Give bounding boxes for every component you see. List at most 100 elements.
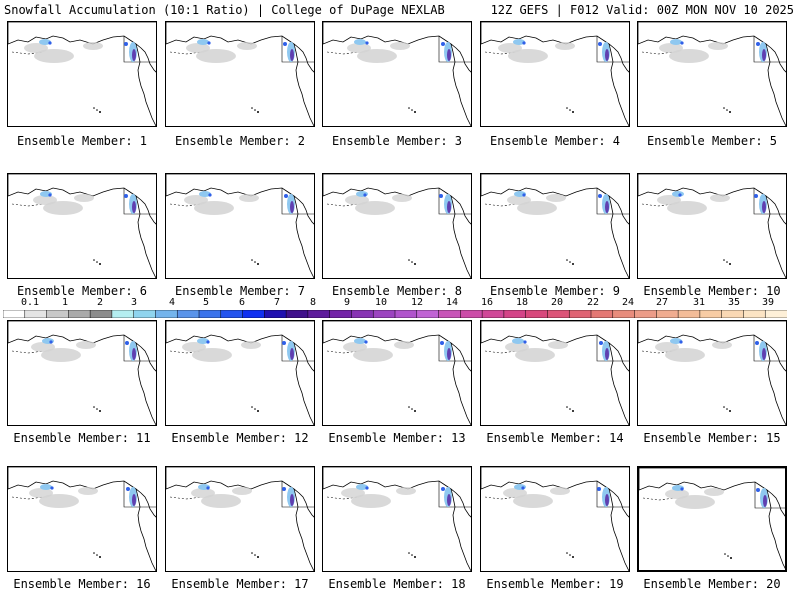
snow-area-gray [396, 487, 416, 495]
ensemble-panel[interactable] [480, 466, 630, 572]
ensemble-panel[interactable] [637, 466, 787, 572]
snow-area-gray [29, 488, 53, 498]
ensemble-panel[interactable] [7, 21, 157, 127]
snow-area-blue [206, 486, 210, 490]
ensemble-panel[interactable] [322, 21, 472, 127]
coastline [638, 22, 786, 73]
ensemble-panel[interactable] [480, 173, 630, 279]
colorbar-swatch [155, 310, 178, 318]
colorbar-swatch [394, 310, 418, 318]
hawaii-island [251, 107, 253, 109]
colorbar-swatch [220, 310, 244, 318]
ensemble-panel[interactable] [480, 21, 630, 127]
ensemble-panel[interactable] [322, 173, 472, 279]
aleutian-islands [169, 51, 202, 55]
ensemble-panel[interactable] [637, 320, 787, 426]
ensemble-panel[interactable] [165, 173, 315, 279]
snow-area-gray [74, 194, 94, 202]
snow-area-gray [498, 43, 522, 53]
hawaii-island [729, 263, 731, 265]
colorbar-label: 5 [202, 297, 210, 308]
snow-area-gray [712, 341, 732, 349]
ensemble-panel[interactable] [7, 320, 157, 426]
hawaii-island [729, 410, 731, 412]
ensemble-member-label: Ensemble Member: 9 [489, 284, 621, 298]
snow-area-gray [546, 194, 566, 202]
aleutian-islands [641, 350, 674, 354]
snow-area-gray [548, 341, 568, 349]
colorbar-swatch [3, 310, 26, 318]
coastline [481, 22, 629, 73]
us-coastline [135, 195, 156, 278]
colorbar-swatch [743, 310, 766, 318]
aleutian-islands [11, 350, 44, 354]
ensemble-panel[interactable] [7, 173, 157, 279]
snow-area-blue [208, 193, 212, 197]
page-title: Snowfall Accumulation (10:1 Ratio) | Col… [4, 3, 445, 17]
snow-area-light-blue [356, 484, 368, 490]
snow-area-gray [357, 49, 397, 63]
snow-area-light-blue [354, 338, 366, 344]
border-line [438, 36, 471, 63]
snow-area-gray [196, 49, 236, 63]
hawaii-island [566, 406, 568, 408]
hawaii-island [724, 553, 726, 555]
ensemble-panel[interactable] [165, 320, 315, 426]
snow-area-gray [347, 43, 371, 53]
us-coastline [765, 43, 786, 126]
colorbar-label: 9 [343, 297, 351, 308]
hawaii-island [257, 410, 259, 412]
hawaii-island [569, 554, 571, 556]
snow-area-light-blue [39, 39, 51, 45]
snow-area-purple [290, 494, 294, 506]
colorbar-label: 10 [374, 297, 388, 308]
hawaii-island [572, 263, 574, 265]
us-coastline [450, 195, 471, 278]
ensemble-member-label: Ensemble Member: 4 [489, 134, 621, 148]
ensemble-panel[interactable] [480, 320, 630, 426]
hawaii-island [411, 261, 413, 263]
ensemble-panel[interactable] [322, 320, 472, 426]
colorbar-swatch [111, 310, 135, 318]
snow-area-gray [41, 348, 81, 362]
hawaii-island [723, 107, 725, 109]
coastline [8, 321, 156, 372]
snow-area-blue [283, 42, 287, 46]
snow-area-purple [605, 348, 609, 360]
colorbar-swatch [721, 310, 745, 318]
colorbar-swatch [612, 310, 636, 318]
snow-area-gray [34, 49, 74, 63]
ensemble-panel[interactable] [322, 466, 472, 572]
ensemble-panel[interactable] [7, 466, 157, 572]
coastline [638, 174, 786, 225]
snow-area-gray [345, 195, 369, 205]
colorbar-swatch [372, 310, 396, 318]
ensemble-panel[interactable] [165, 466, 315, 572]
colorbar-label: 14 [445, 297, 459, 308]
snow-area-gray [237, 42, 257, 50]
snow-area-gray [194, 201, 234, 215]
snow-area-gray [675, 495, 715, 509]
us-coastline [765, 195, 786, 278]
snow-area-blue [365, 486, 369, 490]
colorbar-swatch [198, 310, 222, 318]
colorbar-swatch [481, 310, 505, 318]
ensemble-panel[interactable] [637, 173, 787, 279]
hawaii-island [408, 406, 410, 408]
border-line [753, 188, 786, 215]
ensemble-panel[interactable] [165, 21, 315, 127]
coastline [166, 467, 314, 518]
ensemble-panel[interactable] [637, 21, 787, 127]
snow-area-gray [239, 194, 259, 202]
hawaii-island [729, 111, 731, 113]
snow-area-blue [756, 42, 760, 46]
aleutian-islands [326, 51, 359, 55]
coastline [166, 174, 314, 225]
border-line [753, 335, 786, 362]
ensemble-member-label: Ensemble Member: 5 [646, 134, 778, 148]
aleutian-islands [641, 51, 674, 55]
colorbar-swatch [329, 310, 353, 318]
aleutian-islands [484, 350, 517, 354]
snow-area-blue [680, 487, 684, 491]
aleutian-islands [484, 51, 517, 55]
